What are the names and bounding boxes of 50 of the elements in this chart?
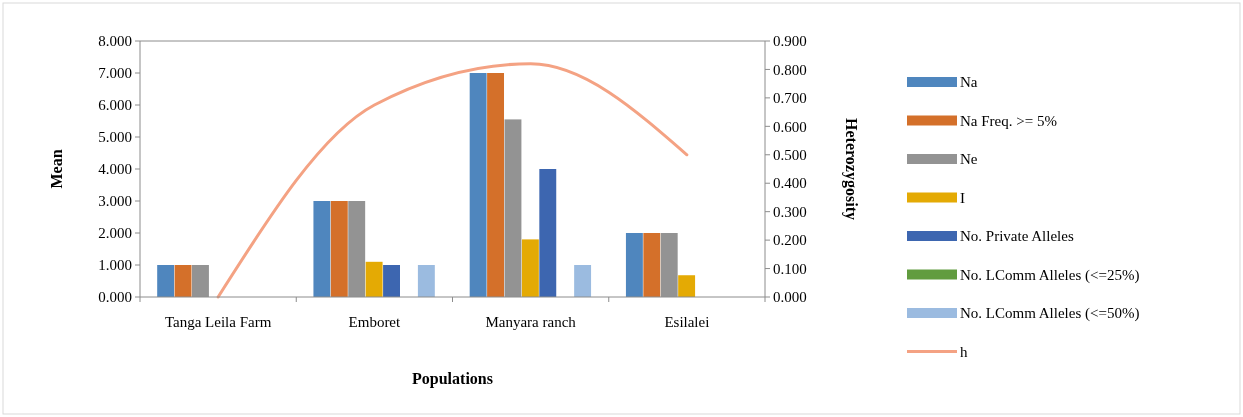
bar (643, 233, 661, 297)
y-tick-label: 8.000 (98, 33, 132, 50)
y2-tick-label: 0.700 (773, 90, 807, 107)
y2-axis-title: Heterozygosity (842, 118, 860, 220)
y-tick-label: 7.000 (98, 65, 132, 82)
bar (625, 233, 643, 297)
bar (521, 239, 539, 297)
bar (487, 73, 505, 297)
bar (313, 201, 331, 297)
y-tick-label: 3.000 (98, 193, 132, 210)
x-tick-label: Emboret (348, 314, 402, 330)
legend-label: h (960, 343, 968, 360)
line-series (216, 62, 689, 299)
bar (574, 265, 592, 297)
y-tick-label: 4.000 (98, 161, 132, 178)
y2-tick-label: 0.000 (773, 289, 807, 306)
x-axis-title: Populations (412, 370, 493, 388)
y2-tick-label: 0.900 (773, 33, 807, 50)
y2-tick-label: 0.500 (773, 147, 807, 164)
bar (383, 265, 400, 297)
y-tick-label: 1.000 (98, 257, 132, 274)
bar (469, 73, 487, 297)
bar (417, 265, 435, 297)
bar (678, 275, 696, 297)
legend-label: I (960, 189, 965, 206)
y-axis-title: Mean (48, 149, 65, 189)
y2-tick-label: 0.600 (773, 118, 807, 135)
bar (539, 169, 557, 297)
y-tick-label: 2.000 (98, 225, 132, 242)
y2-tick-label: 0.200 (773, 232, 807, 249)
bar (330, 201, 348, 297)
x-tick-label: Tanga Leila Farm (164, 314, 272, 330)
y-tick-label: 0.000 (98, 289, 132, 306)
legend-label: Na Freq. >= 5% (960, 112, 1057, 129)
legend-label: Na (960, 74, 978, 91)
y-tick-label: 6.000 (98, 97, 132, 114)
legend-label: No. LComm Alleles (<=50%) (960, 305, 1140, 323)
y2-tick-label: 0.100 (773, 260, 807, 277)
bar (174, 265, 192, 297)
x-tick-label: Esilalei (664, 314, 710, 330)
x-tick-label: Manyara ranch (485, 314, 577, 330)
bar (365, 261, 383, 297)
y2-tick-label: 0.300 (773, 203, 807, 220)
legend-label: Ne (960, 151, 978, 168)
legend-label: No. LComm Alleles (<=25%) (960, 266, 1140, 284)
bar (157, 265, 175, 297)
y2-tick-label: 0.400 (773, 175, 807, 192)
y2-tick-label: 0.800 (773, 61, 807, 78)
y-tick-label: 5.000 (98, 129, 132, 146)
legend-label: No. Private Alleles (960, 228, 1074, 245)
